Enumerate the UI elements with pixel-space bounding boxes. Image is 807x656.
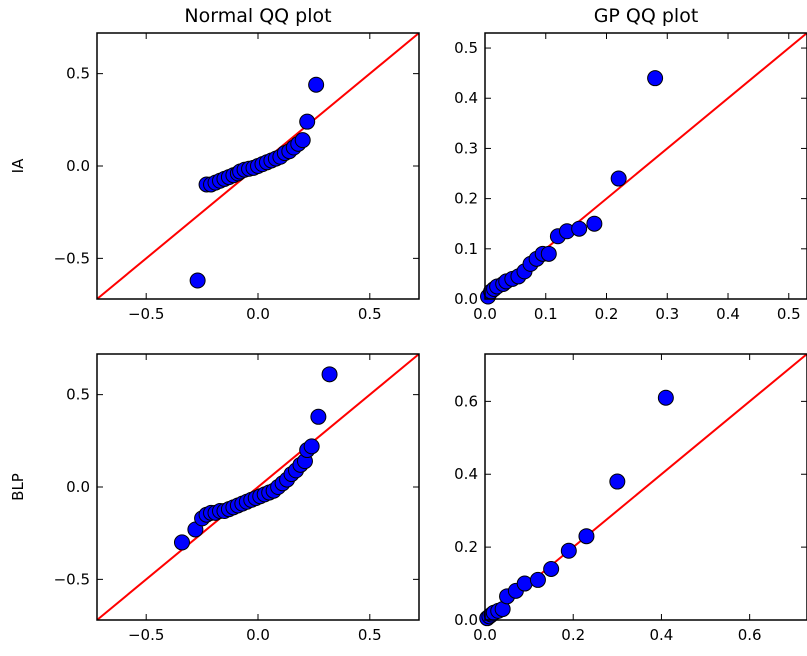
panel-gp-blp: 0.0 0.2 0.4 0.6 0.0 0.2 0.4 0.6 (454, 353, 807, 644)
y-tick-label: −0.5 (54, 249, 90, 267)
y-tick-label: −0.5 (54, 570, 90, 588)
data-point (299, 113, 316, 130)
data-point (303, 438, 320, 455)
x-tick-label: 0.2 (561, 626, 585, 644)
data-point (586, 215, 603, 232)
y-tick-label: 0.6 (454, 392, 478, 410)
data-point (189, 272, 206, 289)
data-point (578, 528, 595, 545)
y-tick-label: 0.4 (454, 465, 478, 483)
x-tick-label: 0.0 (246, 626, 270, 644)
x-tick-label: −0.5 (128, 626, 164, 644)
x-tick-label: 0.5 (358, 626, 382, 644)
x-tick-label: 0.4 (716, 305, 740, 323)
y-tick-label: 0.0 (454, 290, 478, 308)
data-point (657, 389, 674, 406)
column-title-normal: Normal QQ plot (184, 5, 331, 27)
x-tick-label: 0.5 (358, 305, 382, 323)
x-tick-label: 0.0 (473, 626, 497, 644)
y-tick-label: 0.5 (66, 65, 90, 83)
y-tick-label: 0.3 (454, 139, 478, 157)
panel-normal-blp: −0.5 0.0 0.5 −0.5 0.0 0.5 (54, 353, 420, 644)
data-point (571, 220, 588, 237)
x-tick-label: 0.0 (473, 305, 497, 323)
y-tick-label: 0.0 (66, 478, 90, 496)
reference-line-normal-blp (97, 354, 419, 620)
y-tick-label: 0.5 (454, 39, 478, 57)
data-point (294, 132, 311, 149)
data-point (173, 534, 190, 551)
data-point (540, 245, 557, 262)
panel-gp-ia: 0.0 0.1 0.2 0.3 0.4 0.5 0.0 0.1 0.2 0.3 0.4 0.5 (454, 32, 807, 323)
panels-container: −0.5 0.0 0.5−0.50.00.50.0 0.1 0.2 0.3 0.4 0.50.… (54, 32, 807, 644)
row-label-blp: BLP (9, 473, 27, 501)
axes-frame-gp-blp (484, 353, 807, 621)
y-tick-label: 0.0 (66, 157, 90, 175)
x-tick-label: 0.0 (246, 305, 270, 323)
data-point (609, 473, 626, 490)
data-point (308, 76, 325, 93)
y-tick-label: 0.1 (454, 240, 478, 258)
data-point (647, 70, 664, 87)
data-point (516, 575, 533, 592)
data-point (321, 366, 338, 383)
data-point (543, 560, 560, 577)
x-tick-label: 0.3 (655, 305, 679, 323)
data-point (529, 571, 546, 588)
y-tick-label: 0.2 (454, 538, 478, 556)
y-tick-label: 0.0 (454, 611, 478, 629)
panel-normal-ia: −0.5 0.0 0.5 −0.5 0.0 0.5 (54, 32, 420, 323)
x-tick-label: −0.5 (128, 305, 164, 323)
row-label-ia: IA (9, 158, 27, 173)
x-tick-label: 0.6 (738, 626, 762, 644)
y-tick-label: 0.4 (454, 89, 478, 107)
column-title-gp: GP QQ plot (594, 5, 699, 27)
data-point (610, 170, 627, 187)
x-tick-label: 0.2 (595, 305, 619, 323)
y-tick-label: 0.5 (66, 386, 90, 404)
data-point (560, 542, 577, 559)
x-tick-label: 0.1 (534, 305, 558, 323)
x-tick-label: 0.4 (650, 626, 674, 644)
data-point (310, 408, 327, 425)
y-tick-label: 0.2 (454, 190, 478, 208)
x-tick-label: 0.5 (777, 305, 801, 323)
axes-frame-gp-ia (484, 32, 807, 300)
